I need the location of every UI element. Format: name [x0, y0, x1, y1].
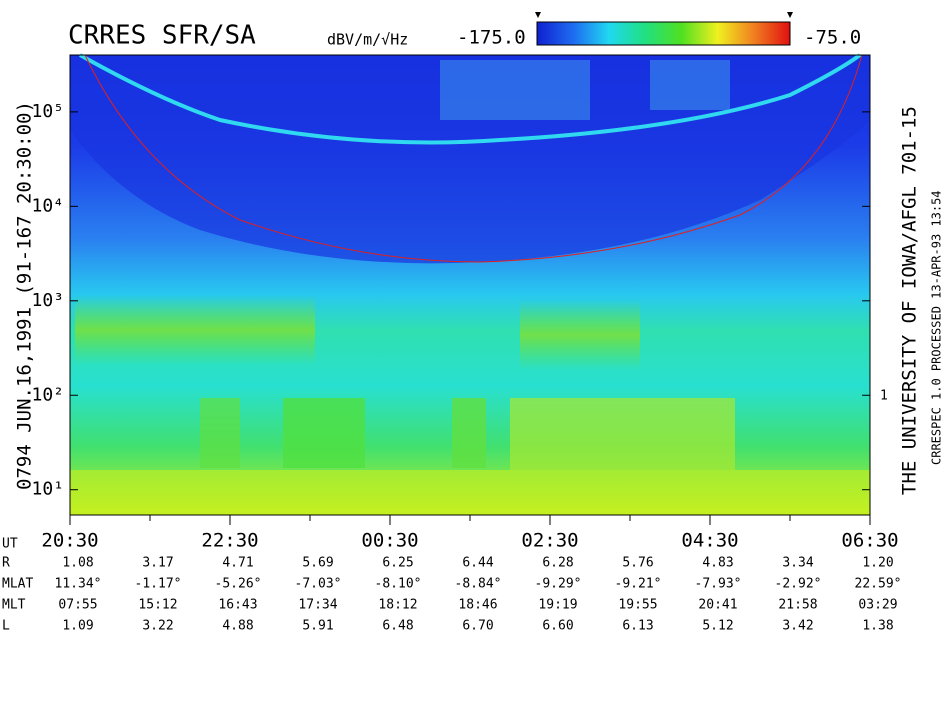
ephemeris-value: 4.71 [222, 556, 253, 571]
ephemeris-value: 21:58 [778, 598, 817, 613]
x-tick-label: 02:30 [521, 530, 578, 552]
ephemeris-value: 5.76 [622, 556, 653, 571]
ephemeris-row-label: MLAT [2, 577, 33, 592]
left-label: 0794 JUN.16,1991 (91-167 20:30:00) [14, 101, 36, 490]
ephemeris-value: -8.10° [375, 577, 422, 592]
ephemeris-value: 20:41 [698, 598, 737, 613]
ephemeris-value: 6.70 [462, 619, 493, 634]
x-tick-label: 20:30 [41, 530, 98, 552]
ephemeris-value: -9.21° [615, 577, 662, 592]
ephemeris-value: 11.34° [55, 577, 102, 592]
ephemeris-value: 1.09 [62, 619, 93, 634]
ephemeris-value: 3.17 [142, 556, 173, 571]
ephemeris-value: -7.93° [695, 577, 742, 592]
ephemeris-value: 16:43 [218, 598, 257, 613]
y-tick-label: 10¹ [31, 479, 64, 500]
y-tick-label: 10² [31, 384, 64, 405]
ephemeris-value: 1.20 [862, 556, 893, 571]
colorbar-max: -75.0 [804, 27, 861, 49]
ephemeris-value: 6.28 [542, 556, 573, 571]
x-tick-label: 22:30 [201, 530, 258, 552]
ephemeris-value: 6.25 [382, 556, 413, 571]
colorbar-units: dBV/m/√Hz [327, 31, 408, 49]
ephemeris-value: 3.22 [142, 619, 173, 634]
ephemeris-value: 03:29 [858, 598, 897, 613]
ephemeris-row-label: MLT [2, 598, 26, 613]
ephemeris-value: 6.48 [382, 619, 413, 634]
x-tick-label: 04:30 [681, 530, 738, 552]
ephemeris-value: 5.91 [302, 619, 333, 634]
ephemeris-value: -2.92° [775, 577, 822, 592]
ephemeris-value: 15:12 [138, 598, 177, 613]
x-tick-label: 00:30 [361, 530, 418, 552]
ephemeris-value: -1.17° [135, 577, 182, 592]
ephemeris-value: 5.12 [702, 619, 733, 634]
ephemeris-value: 6.60 [542, 619, 573, 634]
ephemeris-value: 17:34 [298, 598, 337, 613]
ephemeris-value: 18:46 [458, 598, 497, 613]
ephemeris-value: 6.13 [622, 619, 653, 634]
x-tick-label: 06:30 [841, 530, 898, 552]
ephemeris-value: 07:55 [58, 598, 97, 613]
y-tick-label: 10³ [31, 290, 64, 311]
ephemeris-value: 6.44 [462, 556, 493, 571]
ephemeris-value: -7.03° [295, 577, 342, 592]
ephemeris-value: 22.59° [855, 577, 902, 592]
ephemeris-value: -8.84° [455, 577, 502, 592]
ephemeris-row-label: R [2, 556, 10, 571]
y-tick-label: 10⁵ [31, 101, 64, 122]
right-axis-label: 1 [880, 389, 888, 404]
spectrogram-image [70, 53, 870, 515]
ephemeris-value: 3.42 [782, 619, 813, 634]
ephemeris-value: -9.29° [535, 577, 582, 592]
ephemeris-value: 19:55 [618, 598, 657, 613]
x-row-label: UT [2, 537, 18, 552]
right-label: THE UNIVERSITY OF IOWA/AFGL 701-15 [899, 106, 921, 495]
colorbar-markers [535, 12, 793, 18]
colorbar-min: -175.0 [457, 27, 526, 49]
ephemeris-value: 1.38 [862, 619, 893, 634]
ephemeris-value: 5.69 [302, 556, 333, 571]
ephemeris-value: 4.83 [702, 556, 733, 571]
ephemeris-value: -5.26° [215, 577, 262, 592]
chart-title: CRRES SFR/SA [68, 21, 256, 51]
y-tick-label: 10⁴ [31, 195, 64, 216]
ephemeris-row-label: L [2, 619, 10, 634]
colorbar [536, 21, 791, 46]
ephemeris-value: 3.34 [782, 556, 813, 571]
right-note: CRRESPEC 1.0 PROCESSED 13-APR-93 13:54 [930, 190, 944, 465]
ephemeris-value: 19:19 [538, 598, 577, 613]
ephemeris-value: 4.88 [222, 619, 253, 634]
ephemeris-value: 1.08 [62, 556, 93, 571]
ephemeris-value: 18:12 [378, 598, 417, 613]
